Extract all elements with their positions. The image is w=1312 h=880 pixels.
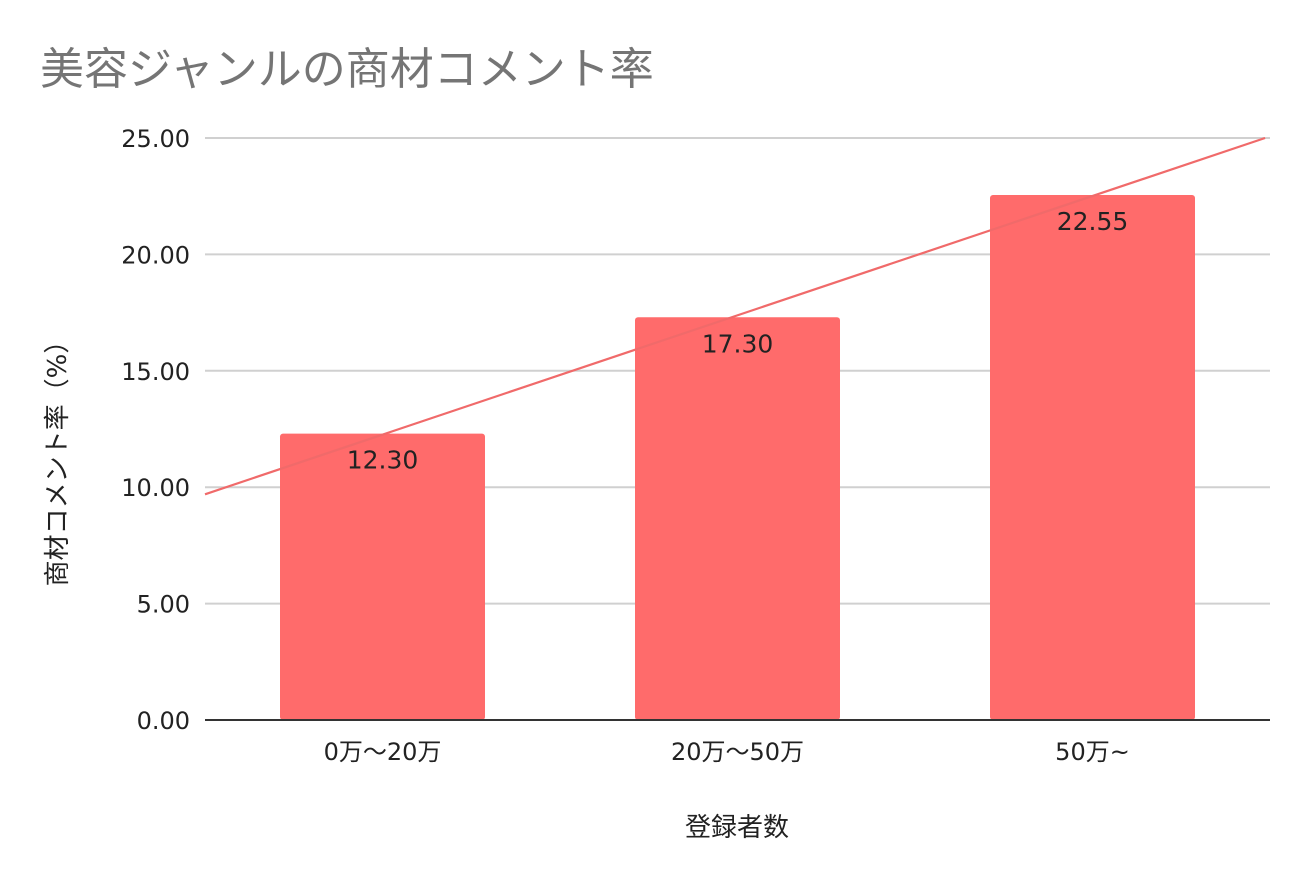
trendline-group [204, 136, 1266, 496]
x-axis-ticks: 0万〜20万 20万〜50万 50万~ [324, 738, 1130, 766]
y-tick-label: 10.00 [121, 474, 190, 502]
bar [280, 433, 485, 720]
x-tick-label: 50万~ [1055, 738, 1130, 766]
data-labels: 12.30 17.30 22.55 [347, 207, 1129, 475]
trendline [204, 136, 1266, 496]
x-tick-label: 20万〜50万 [671, 738, 804, 766]
x-tick-label: 0万〜20万 [324, 738, 442, 766]
chart-title: 美容ジャンルの商材コメント率 [40, 44, 654, 95]
y-tick-label: 0.00 [137, 707, 190, 735]
y-tick-label: 25.00 [121, 125, 190, 153]
bar-data-label: 17.30 [702, 329, 774, 358]
bar [635, 317, 840, 720]
y-tick-label: 15.00 [121, 358, 190, 386]
y-axis-ticks: 0.00 5.00 10.00 15.00 20.00 25.00 [121, 125, 190, 735]
y-tick-label: 20.00 [121, 241, 190, 269]
y-tick-label: 5.00 [137, 591, 190, 619]
y-axis-title: 商材コメント率（%） [43, 328, 73, 587]
bar-data-label: 22.55 [1057, 207, 1129, 236]
bar [990, 195, 1195, 720]
bars [280, 195, 1195, 720]
x-axis-title: 登録者数 [685, 813, 789, 843]
bar-data-label: 12.30 [347, 446, 419, 475]
